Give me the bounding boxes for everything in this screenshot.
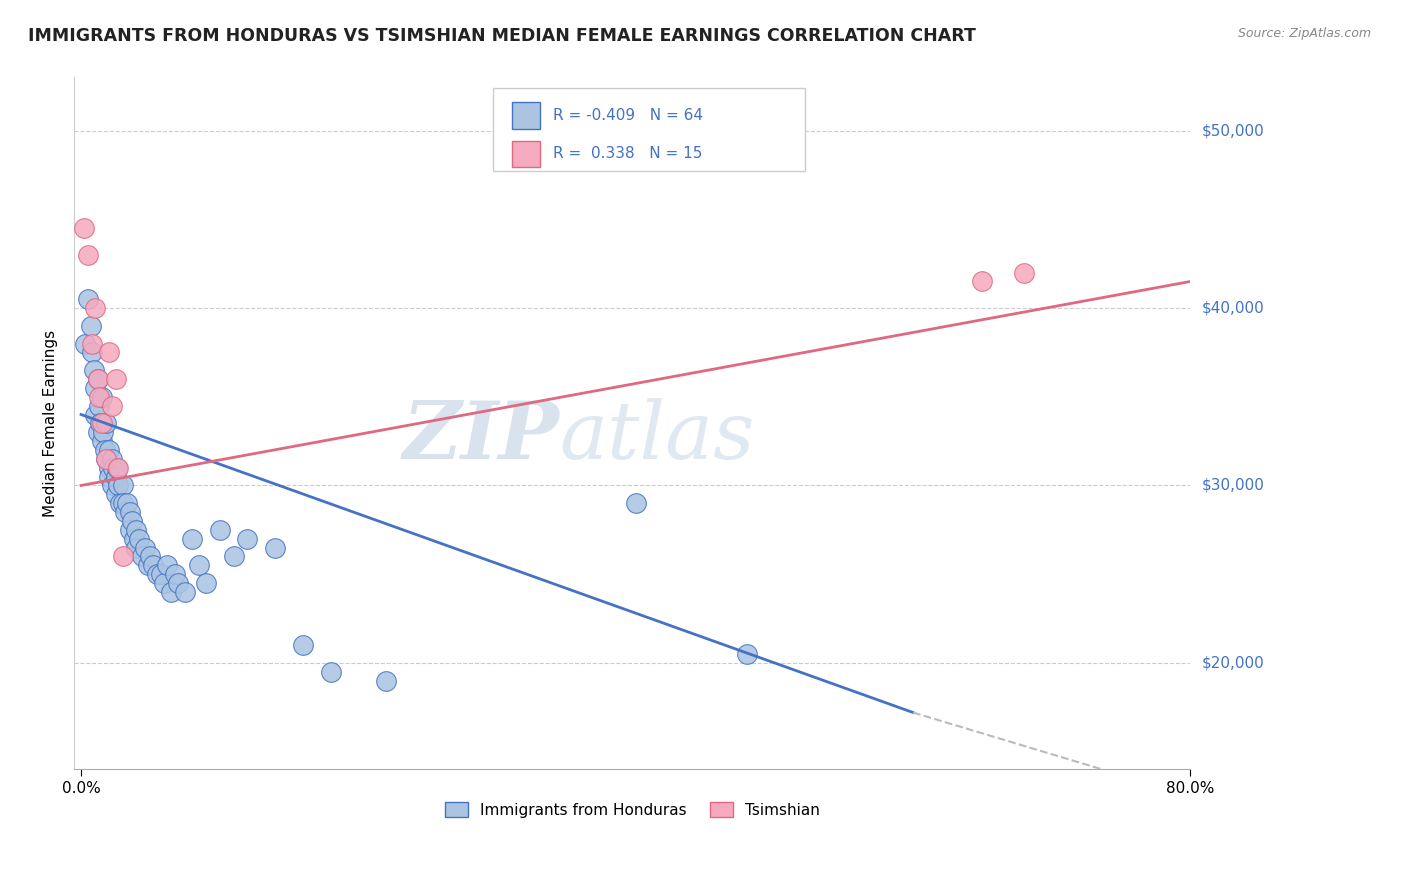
Point [111,549,134,564]
Point [150,567,173,582]
Point [1012,266,1035,280]
Point [165,567,187,582]
Point [90,390,112,404]
Text: Source: ZipAtlas.com: Source: ZipAtlas.com [1237,27,1371,40]
Point [101,460,124,475]
Text: $20,000: $20,000 [1202,656,1264,671]
Text: R =  0.338   N = 15: R = 0.338 N = 15 [553,146,703,161]
Point [125,541,148,555]
Point [174,585,197,599]
FancyBboxPatch shape [512,103,540,128]
Point [94,417,117,431]
Point [100,478,122,492]
Point [83,408,105,422]
Point [114,505,136,519]
Point [77,292,100,306]
Point [86,425,108,440]
Point [236,532,259,546]
Point [93,442,115,457]
Y-axis label: Median Female Earnings: Median Female Earnings [44,330,58,517]
Point [121,514,143,528]
Point [104,372,127,386]
Point [77,248,100,262]
Point [97,469,120,483]
Text: IMMIGRANTS FROM HONDURAS VS TSIMSHIAN MEDIAN FEMALE EARNINGS CORRELATION CHART: IMMIGRANTS FROM HONDURAS VS TSIMSHIAN ME… [28,27,976,45]
Point [136,558,159,573]
Point [156,558,179,573]
Point [122,532,145,546]
Point [146,567,169,582]
Point [375,673,398,688]
Point [107,478,129,492]
Point [104,487,127,501]
Point [82,345,104,359]
Point [73,221,96,235]
Point [89,417,111,431]
Point [90,434,112,449]
Point [100,399,122,413]
Point [107,460,129,475]
Point [111,496,134,510]
Point [105,460,128,475]
Point [128,532,150,546]
Text: $40,000: $40,000 [1202,301,1264,316]
Point [153,576,176,591]
Point [624,496,647,510]
Legend: Immigrants from Honduras, Tsimshian: Immigrants from Honduras, Tsimshian [439,796,825,824]
Point [87,399,110,413]
Point [118,523,141,537]
Point [108,496,131,510]
Point [83,363,105,377]
Point [222,549,245,564]
Text: $50,000: $50,000 [1202,123,1264,138]
Point [291,638,314,652]
Point [94,451,117,466]
Point [319,665,342,679]
Point [86,372,108,386]
FancyBboxPatch shape [512,141,540,167]
Point [100,451,122,466]
Text: ZIP: ZIP [404,399,560,476]
Point [264,541,287,555]
Point [111,478,134,492]
Text: $30,000: $30,000 [1202,478,1264,493]
Point [139,549,162,564]
Point [208,523,231,537]
Point [142,558,165,573]
Point [82,336,104,351]
Point [97,460,120,475]
Point [90,417,112,431]
Point [104,469,127,483]
Point [181,532,204,546]
FancyBboxPatch shape [492,87,806,171]
Point [131,549,153,564]
Point [194,576,217,591]
Point [94,451,117,466]
Point [97,345,120,359]
Point [160,585,183,599]
Point [115,496,138,510]
Point [972,275,994,289]
Point [735,647,758,661]
Point [187,558,209,573]
Point [118,505,141,519]
Point [75,336,97,351]
Point [134,541,156,555]
Point [87,390,110,404]
Point [167,576,190,591]
Point [83,301,105,315]
Point [91,425,114,440]
Point [97,442,120,457]
Point [125,523,148,537]
Text: R = -0.409   N = 64: R = -0.409 N = 64 [553,108,703,123]
Point [80,318,103,333]
Text: atlas: atlas [560,399,755,476]
Point [83,381,105,395]
Point [86,372,108,386]
